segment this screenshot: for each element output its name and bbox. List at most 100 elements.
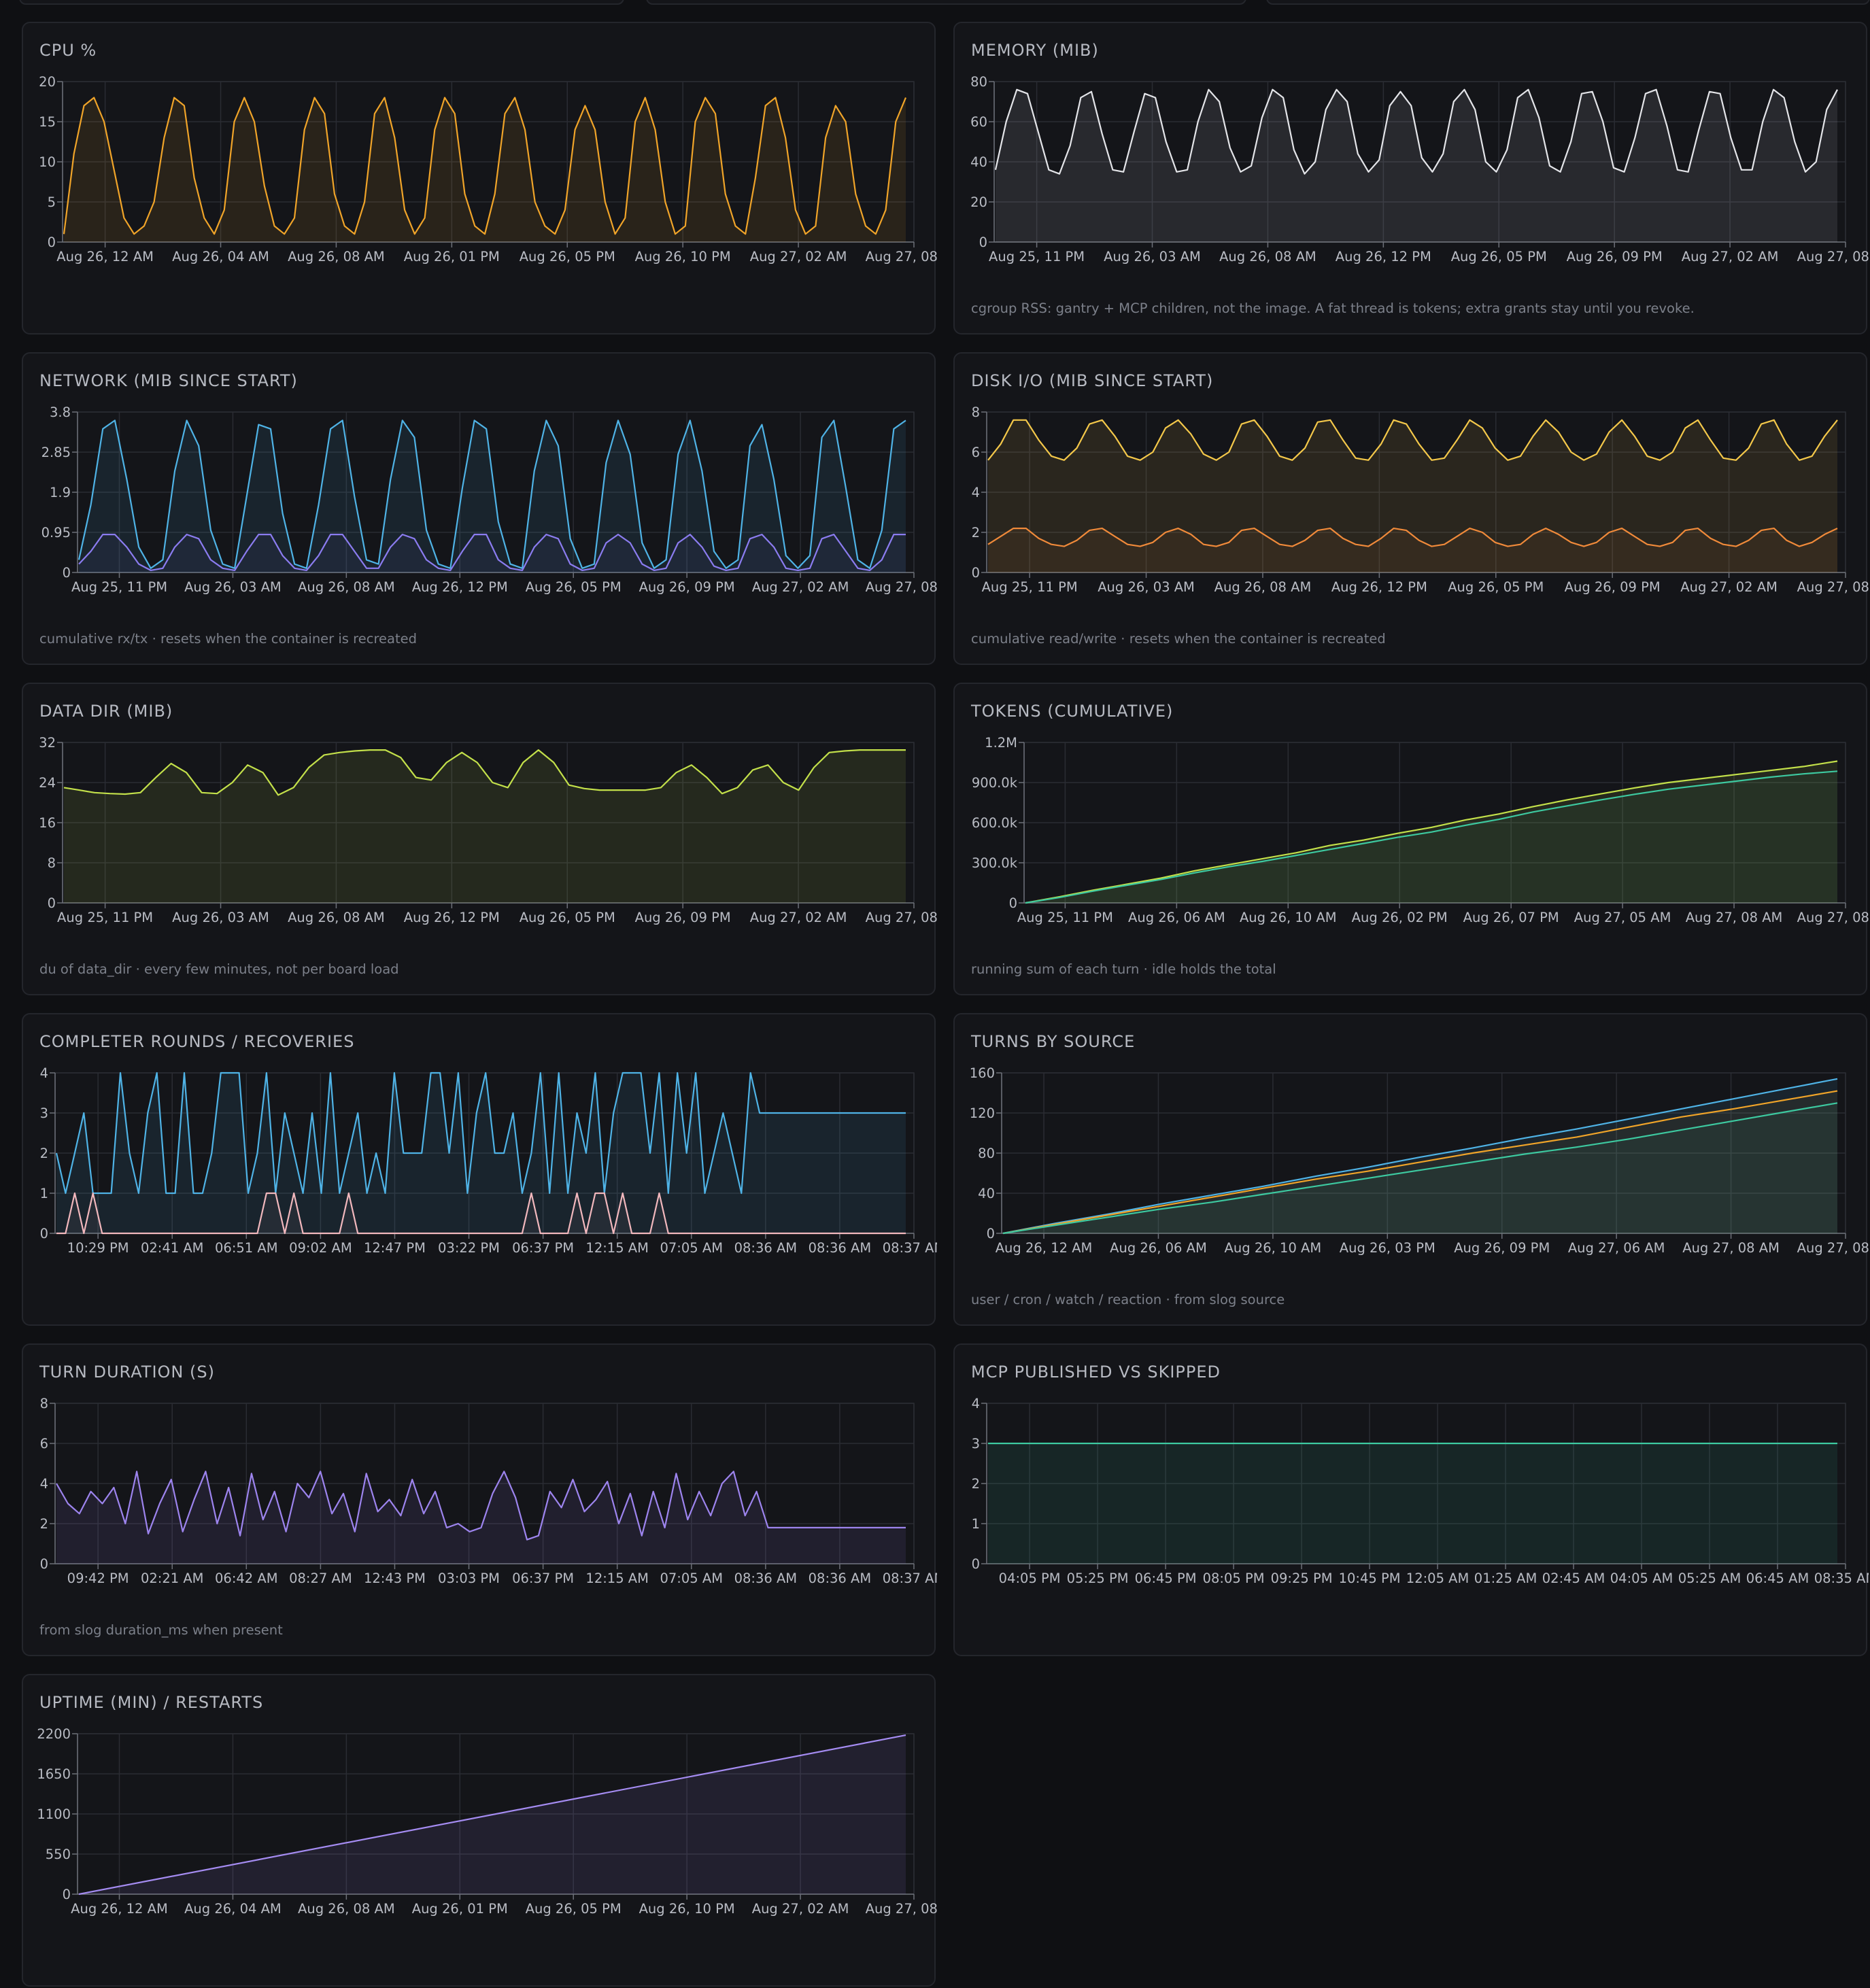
y-tick-label: 3 <box>972 1436 980 1452</box>
x-tick-label: Aug 26, 03 PM <box>1340 1240 1435 1256</box>
x-tick-label: Aug 25, 11 PM <box>989 249 1085 264</box>
panel-cpu: CPU % 0 5 10 15 20 Aug 26, 12 AM Aug 26, 04 AM… <box>22 22 937 336</box>
x-tick-label: Aug 26, 03 AM <box>172 910 269 925</box>
series-area <box>64 750 906 903</box>
x-tick-label: Aug 26, 12 PM <box>404 910 500 925</box>
panel-title: NETWORK (MIB SINCE START) <box>39 371 298 390</box>
memory-chart[interactable]: 0 20 40 60 80 Aug 25, 11 PM Aug 26, 03 AM Aug 2… <box>955 23 1869 336</box>
panel-stub <box>1266 0 1870 5</box>
series-line <box>987 528 1838 547</box>
x-tick-label: Aug 26, 08 AM <box>298 1901 395 1917</box>
panel-caption: user / cron / watch / reaction · from sl… <box>971 1292 1285 1307</box>
panel-caption: cgroup RSS: gantry + MCP children, not t… <box>971 301 1695 316</box>
y-tick-label: 0 <box>1009 895 1017 911</box>
x-tick-label: Aug 27, 06 AM <box>1568 1240 1665 1256</box>
series-area <box>988 419 1837 572</box>
y-tick-label: 0 <box>987 1226 995 1241</box>
y-tick-label: 0 <box>63 1887 71 1902</box>
panel-title: DISK I/O (MIB SINCE START) <box>971 371 1214 390</box>
x-tick-label: Aug 26, 05 PM <box>1451 249 1547 264</box>
cpu-chart[interactable]: 0 5 10 15 20 Aug 26, 12 AM Aug 26, 04 AM Aug 26… <box>23 23 937 336</box>
x-tick-label: 12:15 AM <box>585 1240 649 1256</box>
series-line <box>78 534 906 571</box>
panel-title: CPU % <box>39 41 97 60</box>
uptime-chart[interactable]: 0 550 1100 1650 2200 Aug 26, 12 AM Aug 26, 04 … <box>23 1675 937 1988</box>
x-tick-label: 10:29 PM <box>67 1240 129 1256</box>
x-tick-label: Aug 26, 03 AM <box>1098 579 1195 595</box>
y-tick-label: 600.0k <box>972 815 1018 831</box>
x-tick-label: 06:51 AM <box>215 1240 278 1256</box>
x-tick-label: 12:47 PM <box>364 1240 426 1256</box>
x-tick-label: 06:45 PM <box>1135 1571 1197 1586</box>
y-tick-label: 6 <box>972 445 980 460</box>
x-tick-label: 06:37 PM <box>512 1240 574 1256</box>
panel-title: COMPLETER ROUNDS / RECOVERIES <box>39 1032 355 1051</box>
series-line <box>987 419 1838 461</box>
tokens-chart[interactable]: 0 300.0k 600.0k 900.0k 1.2M Aug 25, 11 PM Aug … <box>955 684 1869 997</box>
panel-caption: cumulative rx/tx · resets when the conta… <box>39 631 418 647</box>
y-tick-label: 4 <box>972 485 980 500</box>
x-tick-label: 09:42 PM <box>67 1571 129 1586</box>
panel-turns-by-source: TURNS BY SOURCE 0 40 80 120 160 Aug 26, 12 AM… <box>953 1013 1869 1327</box>
y-tick-label: 300.0k <box>972 855 1018 871</box>
x-tick-label: Aug 27, 05 AM <box>1574 910 1671 925</box>
series-line <box>1002 1078 1838 1235</box>
y-tick-label: 1100 <box>37 1806 71 1822</box>
y-tick-label: 10 <box>39 154 56 170</box>
y-tick-label: 900.0k <box>972 775 1018 791</box>
x-tick-label: Aug 26, 09 PM <box>1565 579 1661 595</box>
completer-rounds-chart[interactable]: 0 1 2 3 4 10:29 PM 02:41 AM 06:51 AM 09:02 AM 12:… <box>23 1014 937 1327</box>
x-tick-label: Aug 26, 08 AM <box>1219 249 1316 264</box>
y-tick-label: 8 <box>40 1396 48 1411</box>
x-tick-label: Aug 26, 07 PM <box>1463 910 1559 925</box>
turns-by-source-chart[interactable]: 0 40 80 120 160 Aug 26, 12 AM Aug 26, 06 AM Aug… <box>955 1014 1869 1327</box>
series-area <box>996 89 1837 242</box>
panel-tokens: TOKENS (CUMULATIVE) 0 300.0k 600.0k 900.0k 1… <box>953 683 1869 997</box>
panel-completer-rounds: COMPLETER ROUNDS / RECOVERIES 0 1 2 3 4 10:29… <box>22 1013 937 1327</box>
y-tick-label: 6 <box>40 1436 48 1452</box>
series-area <box>988 528 1837 572</box>
panel-title: MCP PUBLISHED VS SKIPPED <box>971 1363 1221 1382</box>
data-dir-chart[interactable]: 0 8 16 24 32 Aug 25, 11 PM Aug 26, 03 AM Aug 26… <box>23 684 937 997</box>
y-tick-label: 2.85 <box>41 445 71 460</box>
mcp-published-chart[interactable]: 0 1 2 3 4 04:05 PM 05:25 PM 06:45 PM 08:05 PM 09:… <box>955 1345 1869 1658</box>
y-tick-label: 3.8 <box>50 405 71 420</box>
x-tick-label: Aug 26, 12 AM <box>71 1901 168 1917</box>
x-tick-label: 07:05 AM <box>660 1240 723 1256</box>
x-tick-label: Aug 26, 04 AM <box>184 1901 282 1917</box>
x-tick-label: 08:36 AM <box>734 1240 798 1256</box>
network-chart[interactable]: 0 0.95 1.9 2.85 3.8 Aug 25, 11 PM Aug 26, 03 A… <box>23 354 937 666</box>
panel-stub <box>646 0 1246 5</box>
x-tick-label: Aug 27, 08 AM <box>1686 910 1783 925</box>
turn-duration-chart[interactable]: 0 2 4 6 8 09:42 PM 02:21 AM 06:42 AM 08:27 AM 12:… <box>23 1345 937 1658</box>
panel-title: TOKENS (CUMULATIVE) <box>971 702 1174 721</box>
x-tick-label: 08:35 AM <box>1814 1571 1869 1586</box>
x-tick-label: Aug 26, 03 AM <box>184 579 282 595</box>
y-tick-label: 0 <box>972 1556 980 1572</box>
y-tick-label: 0 <box>979 235 987 250</box>
y-tick-label: 20 <box>970 194 987 210</box>
panel-turn-duration: TURN DURATION (S) 0 2 4 6 8 09:42 PM 02:21 AM 0… <box>22 1343 937 1658</box>
panel-stub <box>19 0 624 5</box>
x-tick-label: Aug 25, 11 PM <box>982 579 1078 595</box>
x-tick-label: Aug 27, 02 AM <box>1682 249 1779 264</box>
x-tick-label: 09:02 AM <box>289 1240 352 1256</box>
y-tick-label: 1.2M <box>985 735 1017 751</box>
panel-caption: from slog duration_ms when present <box>39 1622 283 1638</box>
x-tick-label: Aug 26, 05 PM <box>526 1901 622 1917</box>
y-tick-label: 120 <box>970 1106 995 1121</box>
y-tick-label: 15 <box>39 114 56 130</box>
x-tick-label: 09:25 PM <box>1271 1571 1333 1586</box>
y-tick-label: 0 <box>48 895 56 911</box>
disk-io-chart[interactable]: 0 2 4 6 8 Aug 25, 11 PM Aug 26, 03 AM Aug 26, 0… <box>955 354 1869 666</box>
x-tick-label: Aug 26, 09 PM <box>635 910 731 925</box>
series-area <box>56 1073 906 1233</box>
y-tick-label: 0 <box>972 565 980 581</box>
x-tick-label: Aug 25, 11 PM <box>1017 910 1113 925</box>
series-line <box>56 1192 906 1235</box>
x-tick-label: 02:41 AM <box>141 1240 204 1256</box>
x-tick-label: Aug 27, 08 AM <box>1797 249 1869 264</box>
x-tick-label: 03:22 PM <box>438 1240 500 1256</box>
series-line <box>1002 1090 1838 1235</box>
x-tick-label: Aug 26, 03 AM <box>1104 249 1201 264</box>
